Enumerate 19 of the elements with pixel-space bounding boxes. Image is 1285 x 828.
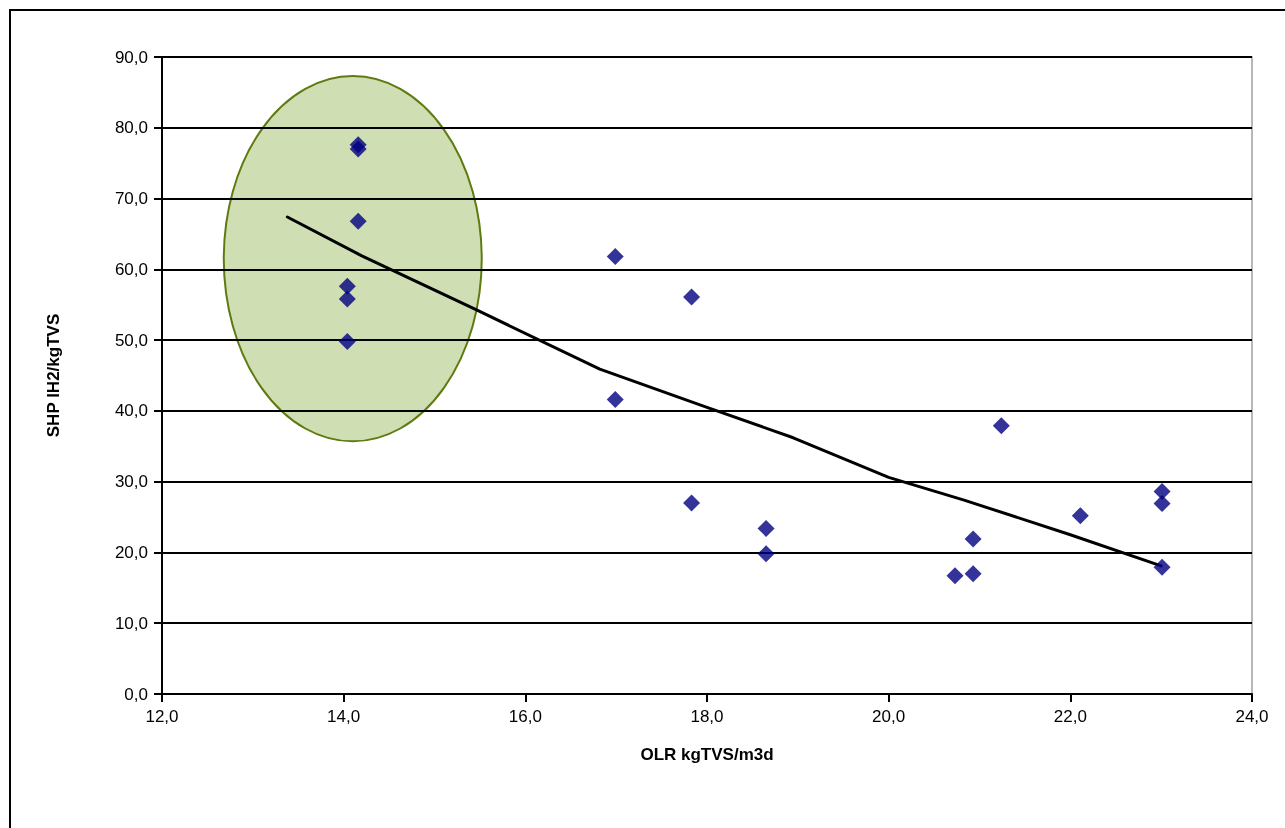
y-tick-label: 40,0: [114, 401, 148, 421]
x-axis-title: OLR kgTVS/m3d: [640, 745, 774, 764]
y-tick-label: 60,0: [114, 259, 148, 279]
y-tick-label: 20,0: [114, 542, 148, 562]
y-tick-label: 30,0: [114, 472, 148, 492]
y-axis-title: SHP lH2/kgTVS: [44, 313, 63, 438]
x-tick-label: 20,0: [872, 707, 906, 726]
y-tick-label: 0,0: [124, 684, 148, 704]
x-tick-label: 22,0: [1053, 707, 1087, 726]
x-tick-label: 24,0: [1235, 707, 1269, 726]
x-tick-label: 16,0: [508, 707, 542, 726]
y-tick-label: 70,0: [114, 189, 148, 209]
x-tick-label: 14,0: [327, 707, 361, 726]
y-tick-label: 80,0: [114, 118, 148, 138]
x-tick-label: 18,0: [690, 707, 724, 726]
y-tick-label: 10,0: [114, 613, 148, 633]
y-tick-label: 50,0: [114, 330, 148, 350]
x-tick-label: 12,0: [145, 707, 179, 726]
y-tick-label: 90,0: [114, 47, 148, 67]
